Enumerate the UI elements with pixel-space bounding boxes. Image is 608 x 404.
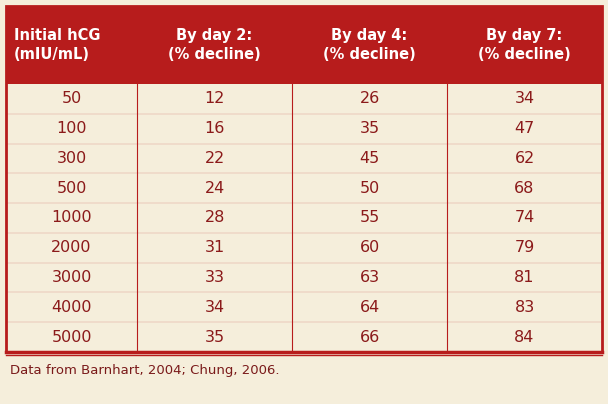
Text: 62: 62	[514, 151, 534, 166]
Text: 3000: 3000	[51, 270, 92, 285]
Text: 84: 84	[514, 330, 534, 345]
Text: By day 4:
(% decline): By day 4: (% decline)	[323, 28, 416, 62]
Text: 33: 33	[205, 270, 224, 285]
Bar	[6, 84, 602, 352]
Text: 2000: 2000	[51, 240, 92, 255]
Text: 16: 16	[204, 121, 225, 136]
Text: 83: 83	[514, 300, 534, 315]
Text: 81: 81	[514, 270, 535, 285]
Text: 64: 64	[359, 300, 379, 315]
Text: By day 7:
(% decline): By day 7: (% decline)	[478, 28, 571, 62]
Text: 35: 35	[204, 330, 225, 345]
Text: 50: 50	[61, 91, 81, 106]
Text: Data from Barnhart, 2004; Chung, 2006.: Data from Barnhart, 2004; Chung, 2006.	[10, 364, 280, 377]
Text: 60: 60	[359, 240, 379, 255]
Text: 34: 34	[514, 91, 534, 106]
Text: 35: 35	[359, 121, 379, 136]
Text: 68: 68	[514, 181, 534, 196]
Text: 50: 50	[359, 181, 379, 196]
Text: By day 2:
(% decline): By day 2: (% decline)	[168, 28, 261, 62]
Text: 31: 31	[204, 240, 225, 255]
Text: 63: 63	[359, 270, 379, 285]
Text: 47: 47	[514, 121, 534, 136]
Text: 5000: 5000	[51, 330, 92, 345]
Text: Initial hCG
(mIU/mL): Initial hCG (mIU/mL)	[14, 28, 100, 62]
Text: 26: 26	[359, 91, 379, 106]
Bar	[6, 6, 602, 84]
Text: 4000: 4000	[51, 300, 92, 315]
Text: 45: 45	[359, 151, 379, 166]
Text: 74: 74	[514, 210, 534, 225]
Text: 55: 55	[359, 210, 379, 225]
Text: 28: 28	[204, 210, 225, 225]
Text: 66: 66	[359, 330, 379, 345]
Text: 300: 300	[57, 151, 87, 166]
Text: 100: 100	[57, 121, 87, 136]
Text: 34: 34	[204, 300, 225, 315]
Text: 12: 12	[204, 91, 225, 106]
Text: 22: 22	[204, 151, 225, 166]
Text: 24: 24	[204, 181, 225, 196]
Text: 1000: 1000	[51, 210, 92, 225]
Bar	[6, 6, 602, 352]
Text: 79: 79	[514, 240, 534, 255]
Text: 500: 500	[57, 181, 87, 196]
